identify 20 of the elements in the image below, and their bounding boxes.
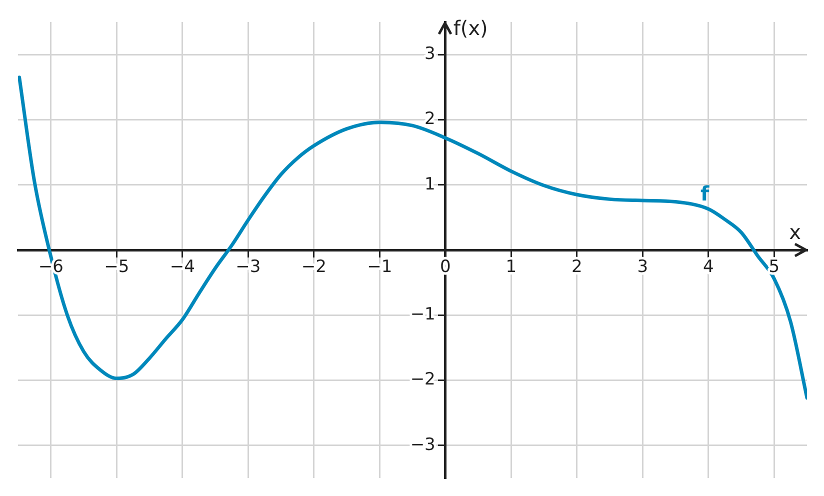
x-tick-label: 3 (637, 256, 648, 277)
x-tick-label: −5 (104, 256, 130, 277)
x-tick-label: 1 (506, 256, 517, 277)
y-tick-label: 3 (424, 44, 436, 64)
y-tick-label: 2 (424, 109, 436, 130)
line-series (18, 76, 807, 400)
x-tick-label: 2 (571, 256, 582, 277)
x-tick-label: −2 (301, 256, 326, 277)
x-tick-label: 4 (702, 256, 714, 277)
series-label: f (700, 182, 710, 206)
x-tick-label: −4 (170, 256, 195, 277)
x-tick-label: −3 (236, 256, 261, 277)
x-tick-label: 5 (768, 256, 780, 277)
y-axis-title: f(x) (453, 16, 488, 40)
y-tick-label: 1 (424, 174, 436, 194)
y-tick-label: −1 (410, 304, 436, 325)
y-tick-label: −3 (410, 434, 436, 455)
x-axis-title: x (789, 220, 802, 244)
y-tick-label: −2 (410, 370, 436, 390)
x-tick-label: −1 (367, 256, 392, 277)
